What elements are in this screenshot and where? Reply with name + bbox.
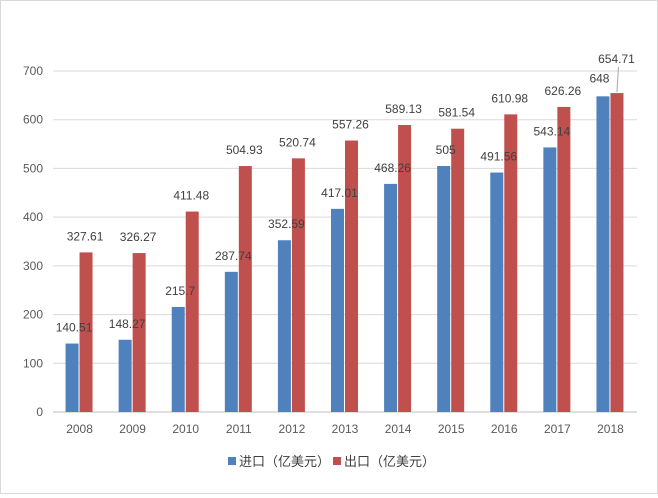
y-tick-label: 400 <box>23 210 43 224</box>
bar-import <box>490 172 504 412</box>
bar-import <box>118 339 132 412</box>
y-tick-label: 600 <box>23 113 43 127</box>
data-label-export: 581.54 <box>438 106 475 120</box>
bar-import <box>384 183 398 412</box>
data-label-export: 327.61 <box>67 229 104 243</box>
y-tick-label: 100 <box>23 356 43 370</box>
bar-import <box>437 165 451 412</box>
data-label-export: 504.93 <box>226 143 263 157</box>
x-tick-label: 2009 <box>119 422 146 436</box>
data-label-import: 287.74 <box>215 249 252 263</box>
data-label-import: 140.51 <box>56 321 93 335</box>
x-tick-label: 2018 <box>597 422 624 436</box>
data-label-leader <box>616 67 619 93</box>
bar-export <box>451 128 465 412</box>
data-label-import: 648 <box>589 71 609 85</box>
x-tick-label: 2017 <box>544 422 571 436</box>
x-tick-label: 2011 <box>226 422 252 436</box>
legend-swatch-export <box>333 457 341 465</box>
bars <box>65 93 624 413</box>
x-tick-label: 2016 <box>491 422 518 436</box>
bar-export <box>557 106 571 413</box>
legend-swatch-import <box>228 457 236 465</box>
x-tick-label: 2013 <box>332 422 359 436</box>
x-tick-label: 2012 <box>279 422 306 436</box>
data-label-export: 654.71 <box>598 52 635 66</box>
bar-import <box>543 147 557 413</box>
y-tick-label: 300 <box>23 259 43 273</box>
bar-import <box>277 240 291 412</box>
legend-label-export: 出口（亿美元） <box>344 455 435 470</box>
data-label-import: 352.59 <box>268 217 305 231</box>
x-axis: 2008 2009 2010 2011 2012 2013 2014 2015 2016 2017… <box>66 422 624 436</box>
bar-export <box>132 253 146 412</box>
bar-import <box>596 96 610 413</box>
data-label-import: 491.56 <box>480 150 517 164</box>
bar-import <box>224 271 238 412</box>
data-label-export: 520.74 <box>279 135 316 149</box>
bar-export <box>291 158 305 412</box>
data-label-export: 610.98 <box>491 91 528 105</box>
y-tick-label: 700 <box>23 64 43 78</box>
data-label-export: 626.26 <box>545 84 582 98</box>
data-label-import: 468.26 <box>374 161 411 175</box>
bar-import <box>171 306 185 412</box>
bar-import <box>65 343 79 412</box>
data-label-import: 215.7 <box>165 284 195 298</box>
y-tick-label: 200 <box>23 308 43 322</box>
bar-export <box>238 166 252 412</box>
data-labels: 140.51 327.61 148.27 326.27 215.7 411.48 287.7… <box>56 52 635 334</box>
data-label-export: 411.48 <box>173 189 209 203</box>
bar-export <box>79 252 93 412</box>
data-label-import: 505 <box>436 143 456 157</box>
y-tick-label: 500 <box>23 161 43 175</box>
data-label-import: 417.01 <box>321 186 358 200</box>
bar-export <box>398 125 412 413</box>
legend-label-import: 进口（亿美元） <box>239 455 330 470</box>
data-label-import: 543.14 <box>534 124 571 138</box>
legend: 进口（亿美元） 出口（亿美元） <box>228 455 435 470</box>
y-tick-label: 0 <box>36 405 43 419</box>
bar-export <box>185 211 199 412</box>
x-tick-label: 2008 <box>66 422 93 436</box>
x-tick-label: 2015 <box>438 422 465 436</box>
x-tick-label: 2014 <box>385 422 412 436</box>
data-label-export: 326.27 <box>120 230 157 244</box>
bar-export <box>345 140 358 412</box>
data-label-import: 148.27 <box>109 317 146 331</box>
bar-import <box>331 208 344 412</box>
x-tick-label: 2010 <box>172 422 199 436</box>
y-axis: 0 100 200 300 400 500 600 700 <box>23 64 43 419</box>
bar-export <box>504 114 518 413</box>
bar-export <box>610 93 624 413</box>
data-label-export: 557.26 <box>332 118 369 132</box>
data-label-export: 589.13 <box>385 102 422 116</box>
